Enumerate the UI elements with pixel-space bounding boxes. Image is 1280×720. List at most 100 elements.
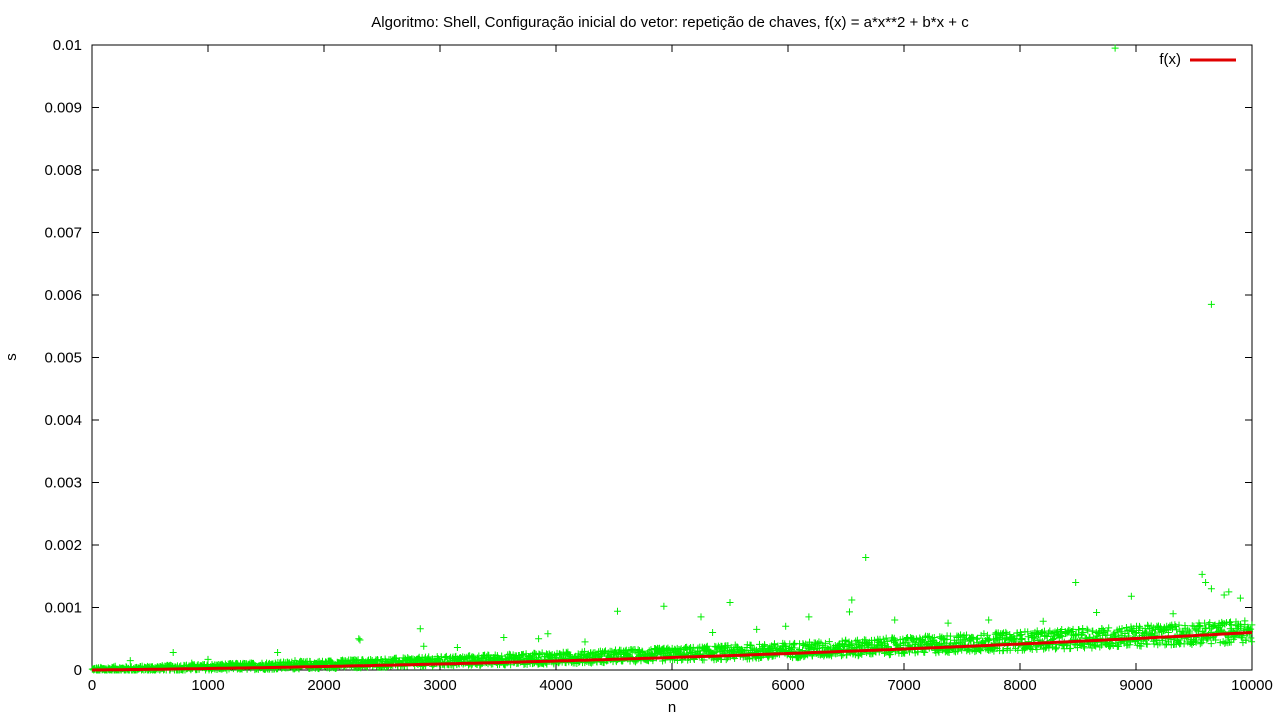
data-point [891, 637, 899, 645]
data-point [1006, 631, 1014, 639]
data-point [825, 638, 833, 646]
data-point [726, 599, 734, 606]
x-tick-label: 8000 [1003, 677, 1036, 694]
data-point [1090, 641, 1098, 649]
data-point [848, 639, 856, 647]
data-point [848, 596, 856, 604]
data-point [1117, 628, 1125, 636]
x-axis-label: n [668, 699, 676, 716]
data-point [1248, 621, 1256, 629]
y-tick-label: 0.005 [44, 350, 82, 367]
data-point [420, 642, 428, 650]
data-point [1098, 625, 1106, 633]
data-point [891, 616, 899, 624]
data-point [805, 613, 813, 621]
data-point [722, 656, 730, 664]
data-point [724, 642, 732, 650]
data-point [944, 619, 952, 627]
y-tick-label: 0.007 [44, 225, 82, 242]
data-point [581, 638, 589, 646]
data-point [930, 633, 938, 641]
data-point [1137, 642, 1145, 650]
x-tick-label: 10000 [1231, 677, 1273, 694]
data-point [709, 629, 717, 636]
data-point [1079, 629, 1087, 637]
data-point [935, 648, 943, 656]
data-point [874, 642, 882, 650]
data-point [738, 645, 746, 653]
data-point [1127, 592, 1135, 600]
x-tick-label: 0 [88, 677, 96, 694]
data-point [1136, 624, 1144, 632]
data-point [500, 634, 508, 641]
data-point [356, 636, 364, 644]
data-point [703, 642, 711, 650]
data-point [291, 657, 299, 665]
data-point [1219, 638, 1227, 646]
data-point [946, 632, 954, 640]
data-point [1242, 636, 1250, 644]
data-point [862, 554, 870, 561]
data-point [1089, 627, 1097, 635]
data-point [1227, 621, 1235, 629]
y-tick-label: 0.01 [53, 37, 82, 54]
data-point [782, 642, 790, 650]
data-point [1128, 627, 1136, 635]
data-point [789, 641, 797, 649]
x-tick-label: 6000 [771, 677, 804, 694]
data-point [1083, 625, 1091, 633]
data-point [1221, 639, 1229, 647]
data-point [1225, 588, 1233, 596]
data-point [538, 649, 546, 657]
data-point [761, 642, 769, 650]
data-point [753, 625, 761, 633]
data-point [845, 608, 853, 616]
data-point [355, 635, 363, 643]
data-point [1092, 642, 1100, 650]
data-point [1118, 625, 1126, 633]
data-point [883, 637, 891, 645]
data-point [985, 637, 993, 645]
data-point [1003, 630, 1011, 638]
data-point [886, 650, 894, 658]
data-point [1006, 646, 1014, 654]
data-point [1247, 634, 1255, 642]
data-point [852, 637, 860, 645]
data-point [535, 650, 543, 658]
data-point [1180, 640, 1188, 648]
data-point [879, 635, 887, 643]
fit-line-group [91, 631, 1253, 672]
data-point [1045, 644, 1053, 652]
x-tick-label: 1000 [191, 677, 224, 694]
data-point [901, 649, 909, 657]
y-axis-label: s [3, 353, 20, 361]
data-point [1207, 640, 1215, 648]
data-point [1111, 44, 1119, 52]
data-point [1196, 622, 1204, 630]
data-point [1078, 630, 1086, 638]
data-point [1093, 609, 1101, 616]
data-point [821, 639, 829, 647]
data-point [971, 648, 979, 656]
y-tick-label: 0.002 [44, 537, 82, 554]
data-point [1018, 635, 1026, 643]
data-point [1198, 570, 1206, 578]
data-point [689, 643, 697, 651]
data-point [729, 647, 737, 655]
data-point [1033, 645, 1041, 653]
data-point [126, 657, 134, 665]
data-point [865, 642, 873, 650]
data-point [973, 635, 981, 643]
data-point [984, 636, 992, 644]
data-point [749, 644, 757, 652]
legend: f(x) [1159, 51, 1236, 68]
data-point [1173, 626, 1181, 634]
data-point [921, 648, 929, 656]
data-point [204, 655, 212, 663]
data-point [389, 656, 397, 664]
data-point [1248, 638, 1256, 646]
data-point [274, 649, 282, 656]
data-point [1172, 623, 1180, 631]
y-tick-label: 0.006 [44, 287, 82, 304]
data-point [977, 647, 985, 655]
